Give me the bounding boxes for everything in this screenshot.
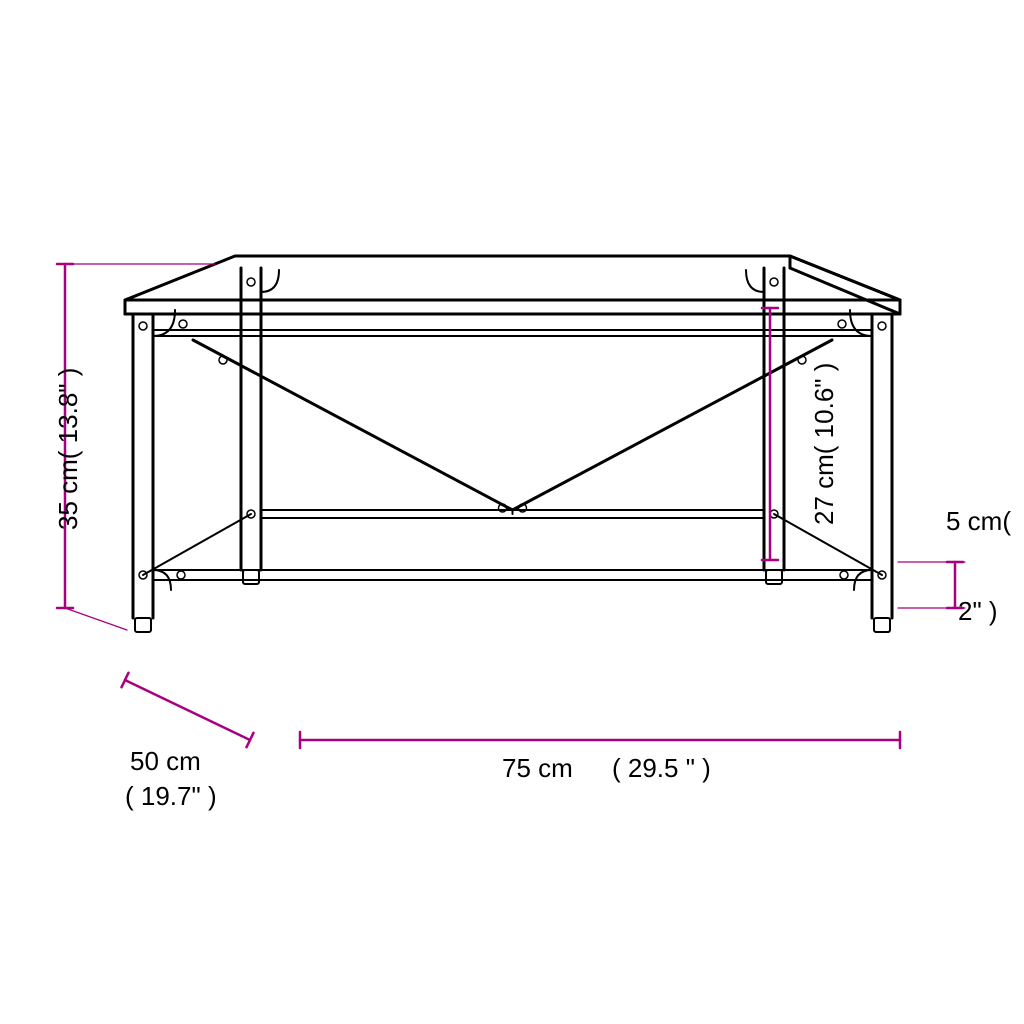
- label-inner-height: 27 cm( 10.6" ): [808, 363, 842, 525]
- label-depth-in: ( 19.7" ): [125, 780, 217, 814]
- label-foot-height-1: 5 cm(: [946, 505, 1011, 539]
- label-depth-cm: 50 cm: [130, 745, 201, 779]
- label-height: 35 cm( 13.8" ): [52, 368, 86, 530]
- label-foot-height-2: 2" ): [958, 595, 998, 629]
- label-width-in: ( 29.5 " ): [612, 752, 711, 786]
- label-width-cm: 75 cm: [502, 752, 573, 786]
